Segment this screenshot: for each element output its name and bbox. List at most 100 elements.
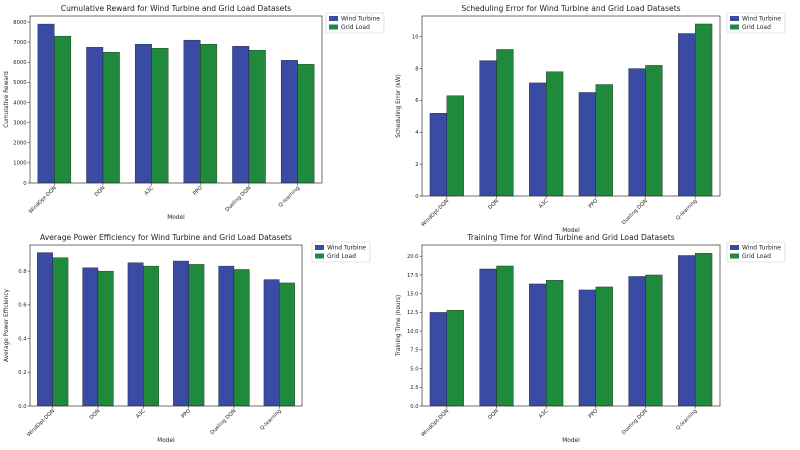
y-axis-label: Scheduling Error (kW): [396, 74, 402, 137]
legend-frame: [726, 12, 786, 34]
axes-frame: [421, 15, 721, 197]
bar-grid-load-3: [151, 48, 169, 184]
x-tick-label: PPO: [588, 198, 600, 210]
legend-entry: Wind Turbine: [742, 15, 781, 22]
x-tick-label: A3C: [143, 185, 155, 197]
bar-wind-turbine-6: [678, 255, 696, 407]
y-axis-label: Cumulative Reward: [4, 71, 10, 128]
bar-grid-load-4: [595, 286, 613, 407]
y-tick-label: 5.0: [410, 366, 418, 372]
x-tick-label: DQN: [487, 408, 500, 421]
axes-frame: [29, 244, 303, 407]
y-tick-label: 8000: [13, 20, 26, 26]
bar-grid-load-2: [102, 52, 120, 184]
bar-grid-load-5: [645, 65, 663, 197]
y-tick-label: 0: [23, 181, 26, 187]
bar-wind-turbine-3: [134, 43, 152, 184]
x-tick-label: Dueling DQN: [621, 198, 649, 226]
y-tick-label: 20.0: [407, 254, 419, 260]
y-tick-label: 7.5: [410, 348, 418, 354]
x-tick-label: Q-learning: [675, 198, 699, 222]
bar-wind-turbine-6: [263, 279, 280, 407]
bar-grid-load-6: [297, 64, 315, 184]
y-tick-label: 4000: [13, 100, 26, 106]
chart-title: Training Time for Wind Turbine and Grid …: [466, 233, 674, 242]
y-tick-label: 0.6: [18, 303, 26, 309]
chart-panel-4: Training Time for Wind Turbine and Grid …: [396, 233, 786, 444]
y-tick-label: 7000: [13, 40, 26, 46]
bar-grid-load-1: [446, 309, 464, 407]
axes-frame: [29, 15, 323, 184]
chart-title: Average Power Efficiency for Wind Turbin…: [40, 233, 292, 242]
legend-entry: Grid Load: [327, 253, 356, 260]
legend-frame: [311, 241, 371, 263]
x-tick-label: WindOpt-DQN: [420, 408, 450, 438]
legend-swatch: [315, 245, 324, 250]
y-tick-label: 17.5: [407, 273, 419, 279]
bar-wind-turbine-2: [86, 47, 104, 184]
x-tick-label: DQN: [487, 198, 500, 211]
y-tick-label: 12.5: [407, 310, 419, 316]
x-tick-label: A3C: [538, 408, 550, 420]
bar-wind-turbine-1: [429, 112, 448, 197]
axes-frame: [421, 244, 721, 407]
bar-grid-load-3: [545, 71, 564, 197]
y-tick-label: 6: [415, 98, 418, 104]
bar-wind-turbine-1: [37, 252, 53, 407]
x-tick-label: WindOpt-DQN: [26, 408, 56, 438]
chart-title: Scheduling Error for Wind Turbine and Gr…: [461, 4, 680, 13]
legend-swatch: [315, 253, 324, 259]
bar-grid-load-3: [143, 265, 159, 407]
bar-wind-turbine-4: [183, 39, 201, 184]
x-tick-label: Dueling DQN: [224, 185, 252, 213]
bar-grid-load-1: [446, 95, 464, 197]
legend-frame: [325, 12, 385, 34]
y-axis-label: Training Time (hours): [396, 295, 402, 358]
x-tick-label: Dueling DQN: [621, 408, 649, 436]
bar-grid-load-5: [233, 269, 250, 407]
x-tick-label: WindOpt-DQN: [420, 198, 450, 228]
chart-panel-3: Average Power Efficiency for Wind Turbin…: [4, 233, 371, 444]
legend: Wind Turbine Grid Load: [726, 241, 786, 263]
y-axis-label: Average Power Efficiency: [4, 288, 10, 362]
legend-swatch: [730, 245, 739, 250]
bar-wind-turbine-4: [173, 260, 189, 407]
y-tick-label: 0: [415, 194, 418, 200]
bar-grid-load-6: [279, 282, 295, 407]
bar-wind-turbine-5: [218, 265, 235, 407]
bar-wind-turbine-1: [37, 23, 55, 184]
y-tick-label: 0.0: [410, 404, 418, 410]
y-tick-label: 15.0: [407, 291, 419, 297]
legend-entry: Grid Load: [742, 24, 771, 31]
legend-swatch: [329, 24, 338, 30]
bar-wind-turbine-5: [628, 276, 646, 407]
x-tick-label: PPO: [588, 408, 600, 420]
bar-wind-turbine-4: [578, 289, 597, 407]
x-axis-label: Model: [562, 228, 580, 234]
legend-entry: Wind Turbine: [327, 244, 366, 251]
bar-grid-load-6: [694, 23, 713, 197]
bar-grid-load-2: [496, 265, 514, 407]
bar-grid-load-3: [545, 280, 564, 407]
x-tick-label: Q-learning: [259, 408, 283, 432]
y-tick-label: 8: [415, 66, 418, 72]
bar-wind-turbine-2: [479, 60, 497, 197]
bar-grid-load-4: [188, 264, 205, 407]
x-tick-label: Dueling DQN: [209, 408, 237, 436]
legend-entry: Grid Load: [742, 253, 771, 260]
legend-entry: Wind Turbine: [341, 15, 380, 22]
y-tick-label: 6000: [13, 60, 26, 66]
y-tick-label: 5000: [13, 80, 26, 86]
bar-wind-turbine-5: [232, 46, 250, 184]
y-tick-label: 2.5: [410, 385, 418, 391]
y-tick-label: 10: [412, 35, 419, 41]
y-tick-label: 0.2: [18, 370, 26, 376]
chart-title: Cumulative Reward for Wind Turbine and G…: [61, 4, 291, 13]
bar-wind-turbine-2: [82, 267, 99, 407]
x-tick-label: DQN: [94, 185, 107, 198]
bar-wind-turbine-3: [529, 82, 547, 197]
chart-panel-2: Scheduling Error for Wind Turbine and Gr…: [396, 4, 786, 234]
bar-grid-load-6: [694, 253, 713, 407]
